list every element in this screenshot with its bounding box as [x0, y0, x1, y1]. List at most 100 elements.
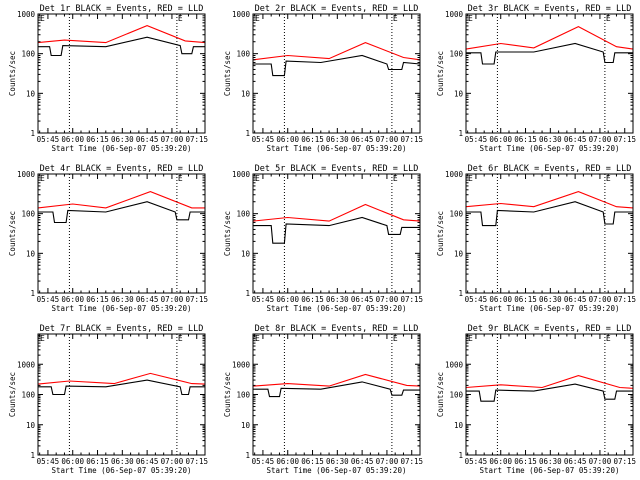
x-tick-label: 06:45 [136, 295, 159, 304]
lld-series-line [465, 375, 634, 389]
x-tick-label: 06:30 [111, 135, 134, 144]
y-axis-label: Counts/sec [436, 211, 445, 256]
x-axis-label: Start Time (06-Sep-07 05:39:20) [52, 144, 192, 153]
marker-letter: E [606, 14, 611, 23]
y-tick-label: 100 [449, 210, 463, 219]
x-axis-label: Start Time (06-Sep-07 05:39:20) [52, 304, 192, 313]
x-axis-label: Start Time (06-Sep-07 05:39:20) [267, 466, 407, 475]
chart-title: Det 4r BLACK = Events, RED = LLD [40, 164, 204, 174]
y-tick-label: 1000 [232, 170, 251, 179]
lld-series-line [37, 25, 206, 44]
chart-title: Det 6r BLACK = Events, RED = LLD [468, 164, 632, 174]
x-tick-label: 06:15 [86, 457, 109, 466]
events-series-line [38, 379, 205, 396]
x-tick-label: 05:45 [37, 457, 60, 466]
x-tick-label: 06:00 [489, 295, 512, 304]
x-axis-label: Start Time (06-Sep-07 05:39:20) [480, 304, 620, 313]
y-tick-label: 10 [26, 421, 36, 430]
y-tick-label: 10 [241, 249, 251, 258]
x-tick-label: 07:00 [376, 295, 399, 304]
marker-letter: E [255, 174, 260, 183]
lld-series-line [252, 42, 421, 61]
x-tick-label: 07:15 [613, 295, 636, 304]
x-tick-label: 07:15 [400, 295, 423, 304]
y-tick-label: 1 [30, 451, 35, 460]
y-axis-label: Counts/sec [436, 372, 445, 417]
events-series-line [38, 201, 205, 224]
y-tick-label: 1 [30, 289, 35, 298]
y-axis-label: Counts/sec [223, 372, 232, 417]
y-tick-label: 100 [21, 210, 35, 219]
y-tick-label: 1000 [445, 360, 464, 369]
chart-title: Det 3r BLACK = Events, RED = LLD [468, 4, 632, 14]
events-series-line [38, 36, 205, 57]
x-tick-label: 07:15 [185, 295, 208, 304]
y-tick-label: 1 [458, 289, 463, 298]
x-tick-label: 07:00 [589, 457, 612, 466]
y-tick-label: 1000 [17, 10, 36, 19]
x-axis-label: Start Time (06-Sep-07 05:39:20) [480, 466, 620, 475]
marker-letter: E [606, 334, 611, 343]
y-axis-label: Counts/sec [8, 372, 17, 417]
x-tick-label: 06:30 [539, 135, 562, 144]
y-tick-label: 10 [454, 249, 464, 258]
marker-letter: E [606, 174, 611, 183]
x-tick-label: 06:30 [326, 135, 349, 144]
x-tick-label: 06:15 [301, 135, 324, 144]
x-tick-label: 05:45 [465, 135, 488, 144]
y-tick-label: 100 [236, 391, 250, 400]
x-tick-label: 05:45 [252, 457, 275, 466]
x-tick-label: 07:15 [400, 457, 423, 466]
y-tick-label: 1 [245, 289, 250, 298]
marker-letter: E [255, 334, 260, 343]
x-tick-label: 06:30 [326, 295, 349, 304]
chart-title: Det 8r BLACK = Events, RED = LLD [255, 324, 419, 334]
y-tick-label: 1 [245, 451, 250, 460]
plot-frame [465, 173, 634, 294]
x-tick-label: 06:00 [276, 295, 299, 304]
marker-letter: E [393, 334, 398, 343]
plot-frame [252, 13, 421, 134]
x-tick-label: 07:15 [185, 135, 208, 144]
lld-series-line [37, 191, 205, 209]
y-tick-label: 1000 [445, 10, 464, 19]
chart-title: Det 7r BLACK = Events, RED = LLD [40, 324, 204, 334]
x-tick-label: 06:15 [301, 457, 324, 466]
x-tick-label: 06:30 [539, 457, 562, 466]
y-tick-label: 100 [236, 210, 250, 219]
lld-series-line [37, 372, 206, 385]
chart-title: Det 5r BLACK = Events, RED = LLD [255, 164, 419, 174]
lld-series-line [465, 191, 634, 209]
x-tick-label: 07:15 [185, 457, 208, 466]
y-tick-label: 100 [449, 50, 463, 59]
x-tick-label: 06:15 [301, 295, 324, 304]
x-tick-label: 05:45 [465, 295, 488, 304]
x-tick-label: 06:30 [111, 457, 134, 466]
events-series-line [466, 383, 633, 402]
y-tick-label: 1000 [232, 10, 251, 19]
lld-series-line [252, 373, 421, 387]
plot-frame [465, 13, 634, 134]
x-tick-label: 07:15 [613, 457, 636, 466]
x-tick-label: 07:00 [376, 135, 399, 144]
chart-title: Det 2r BLACK = Events, RED = LLD [255, 4, 419, 14]
y-tick-label: 10 [241, 89, 251, 98]
marker-letter: E [40, 334, 45, 343]
x-tick-label: 06:45 [351, 295, 374, 304]
marker-letter: E [468, 174, 473, 183]
y-tick-label: 100 [236, 50, 250, 59]
plot-frame [465, 333, 634, 456]
y-tick-label: 1000 [445, 170, 464, 179]
x-tick-label: 06:15 [514, 457, 537, 466]
plot-frame [252, 173, 421, 294]
x-axis-label: Start Time (06-Sep-07 05:39:20) [267, 304, 407, 313]
plot-frame [37, 173, 206, 294]
